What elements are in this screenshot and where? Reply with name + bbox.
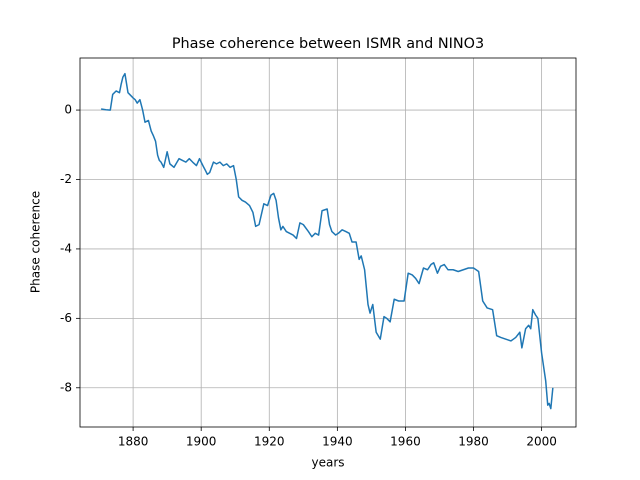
chart-title: Phase coherence between ISMR and NINO3 — [172, 36, 484, 52]
x-tick-label: 1940 — [322, 435, 353, 449]
x-tick-label: 1880 — [118, 435, 149, 449]
data-line — [101, 72, 554, 410]
y-axis-label: Phase coherence — [29, 191, 43, 293]
y-tick-label: 0 — [64, 103, 72, 117]
x-tick-label: 1980 — [458, 435, 489, 449]
y-tick-label: -6 — [60, 311, 72, 325]
x-tick-label: 1900 — [186, 435, 217, 449]
x-axis-label: years — [311, 456, 344, 470]
x-tick-label: 1920 — [254, 435, 285, 449]
x-tick-label: 1960 — [390, 435, 421, 449]
y-tick-label: -8 — [60, 380, 72, 394]
y-tick-label: -2 — [60, 172, 72, 186]
axes-frame — [79, 57, 577, 428]
y-tick-label: -4 — [60, 241, 72, 255]
x-tick-label: 2000 — [526, 435, 557, 449]
